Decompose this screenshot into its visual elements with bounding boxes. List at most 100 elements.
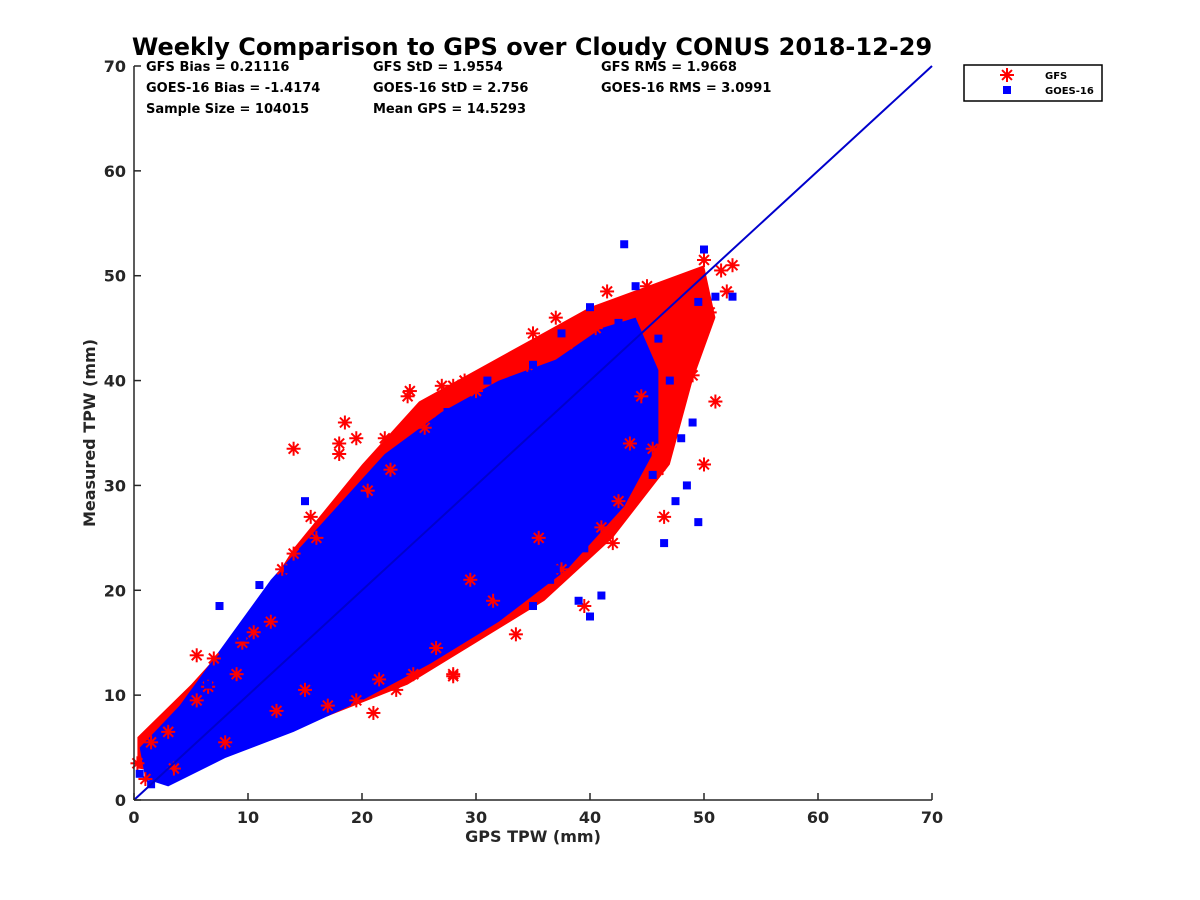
x-tick-label: 40 [579, 808, 601, 827]
gfs-point [286, 546, 301, 561]
goes16-point [580, 544, 589, 553]
legend-asterisk-icon [1000, 68, 1014, 82]
gfs-point [463, 572, 478, 587]
goes16-point [289, 706, 298, 715]
legend-square-icon [1003, 86, 1011, 94]
x-tick-label: 10 [237, 808, 259, 827]
gfs-point [628, 300, 643, 315]
x-tick-label: 70 [921, 808, 943, 827]
gfs-point [189, 648, 204, 663]
goes16-point [477, 481, 486, 490]
x-tick-label: 20 [351, 808, 373, 827]
gfs-point [298, 682, 312, 697]
goes16-point [631, 282, 640, 291]
goes16-point [278, 575, 287, 584]
data-points [130, 240, 740, 789]
goes16-point [694, 518, 703, 527]
goes16-point [380, 591, 389, 600]
goes16-point [529, 360, 537, 369]
legend-label-goes16: GOES-16 [1045, 86, 1094, 97]
goes16-point [244, 727, 252, 736]
gfs-point [144, 735, 159, 750]
gfs-point [218, 735, 233, 750]
gfs-point [560, 336, 575, 351]
goes16-point [266, 664, 275, 673]
gfs-point [594, 520, 609, 535]
y-tick-label: 30 [104, 476, 126, 495]
gfs-point [366, 705, 381, 720]
stat-text: GOES-16 StD = 2.756 [373, 81, 528, 96]
goes16-point [494, 591, 503, 600]
y-tick-label: 60 [104, 162, 126, 181]
y-axis-label: Measured TPW (mm) [80, 339, 99, 527]
gfs-point [229, 667, 244, 682]
gfs-point [161, 724, 176, 739]
goes16-point [175, 722, 184, 731]
goes16-point [648, 470, 657, 479]
y-tick-label: 50 [104, 267, 126, 286]
goes16-point [511, 381, 520, 390]
goes16-point [152, 764, 161, 773]
goes16-point [654, 334, 663, 343]
gfs-point [662, 426, 677, 440]
goes16-point [283, 565, 292, 574]
goes16-point [586, 303, 594, 312]
gfs-point [429, 640, 444, 655]
goes16-point [318, 664, 327, 673]
stat-text: Mean GPS = 14.5293 [373, 102, 526, 117]
gfs-point [668, 352, 683, 367]
goes16-point [597, 591, 606, 600]
goes16-point [728, 292, 737, 301]
gfs-point [189, 693, 204, 708]
x-axis-label: GPS TPW (mm) [465, 827, 601, 846]
legend-box [963, 64, 1103, 102]
y-tick-label: 20 [104, 581, 126, 600]
goes16-point [643, 397, 651, 406]
gfs-point [548, 310, 563, 325]
chart-title: Weekly Comparison to GPS over Cloudy CON… [132, 33, 932, 61]
goes16-point [517, 518, 526, 527]
stat-text: GFS StD = 1.9554 [373, 60, 503, 75]
goes16-point [620, 240, 629, 249]
goes16-point [568, 449, 577, 458]
y-tick-label: 0 [115, 791, 126, 810]
stat-text: GOES-16 RMS = 3.0991 [601, 81, 771, 96]
statistics-block: GFS Bias = 0.21116 GFS StD = 1.9554 GFS RM… [146, 60, 771, 117]
goes16-point [637, 371, 646, 380]
y-tick-label: 40 [104, 372, 126, 391]
axes [133, 66, 932, 801]
gfs-point [588, 321, 603, 336]
goes16-point [614, 318, 623, 327]
gfs-point [423, 405, 438, 420]
gfs-point [383, 462, 398, 477]
goes16-point [688, 418, 697, 427]
goes16-point [660, 539, 669, 548]
gfs-point [446, 378, 461, 393]
gfs-point [702, 305, 717, 320]
gfs-point [600, 284, 615, 299]
goes16-point [135, 769, 144, 778]
goes16-point [551, 565, 560, 574]
gfs-point [337, 415, 352, 430]
goes16-point [238, 633, 247, 642]
goes16-point [614, 439, 623, 448]
gfs-point [685, 368, 700, 383]
gfs-point [372, 672, 387, 687]
gfs-point [206, 651, 221, 666]
goes16-point [443, 408, 452, 417]
gfs-point [269, 703, 284, 718]
goes16-point [586, 612, 594, 621]
gfs-point [725, 258, 740, 273]
gfs-point [349, 431, 364, 446]
legend-marker-goes16-icon [1003, 86, 1011, 94]
goes16-point [215, 602, 224, 611]
goes16-point [335, 664, 344, 673]
gfs-point [457, 373, 472, 388]
legend: GFS GOES-16 [963, 64, 1103, 102]
goes16-point [158, 748, 167, 757]
x-tick-label: 0 [128, 808, 139, 827]
gfs-point [605, 536, 620, 551]
goes16-point [255, 581, 264, 590]
goes16-point [472, 596, 480, 605]
